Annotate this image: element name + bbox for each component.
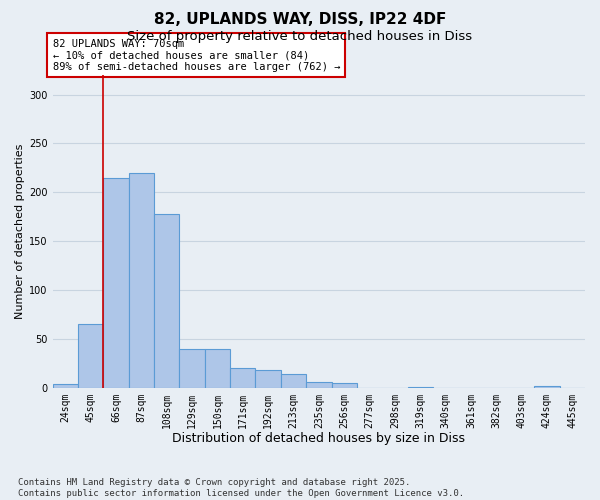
Bar xyxy=(154,214,179,388)
Y-axis label: Number of detached properties: Number of detached properties xyxy=(15,144,25,319)
Text: Contains HM Land Registry data © Crown copyright and database right 2025.
Contai: Contains HM Land Registry data © Crown c… xyxy=(18,478,464,498)
Bar xyxy=(129,172,154,388)
Bar xyxy=(332,383,357,388)
Text: 82 UPLANDS WAY: 70sqm
← 10% of detached houses are smaller (84)
89% of semi-deta: 82 UPLANDS WAY: 70sqm ← 10% of detached … xyxy=(53,38,340,72)
Text: Size of property relative to detached houses in Diss: Size of property relative to detached ho… xyxy=(127,30,473,43)
Bar xyxy=(535,386,560,388)
Bar xyxy=(78,324,103,388)
Bar xyxy=(407,386,433,388)
Bar xyxy=(281,374,306,388)
Bar xyxy=(205,348,230,388)
Text: 82, UPLANDS WAY, DISS, IP22 4DF: 82, UPLANDS WAY, DISS, IP22 4DF xyxy=(154,12,446,28)
Bar xyxy=(53,384,78,388)
Bar xyxy=(306,382,332,388)
Bar xyxy=(256,370,281,388)
X-axis label: Distribution of detached houses by size in Diss: Distribution of detached houses by size … xyxy=(172,432,466,445)
Bar xyxy=(103,178,129,388)
Bar xyxy=(230,368,256,388)
Bar xyxy=(179,348,205,388)
